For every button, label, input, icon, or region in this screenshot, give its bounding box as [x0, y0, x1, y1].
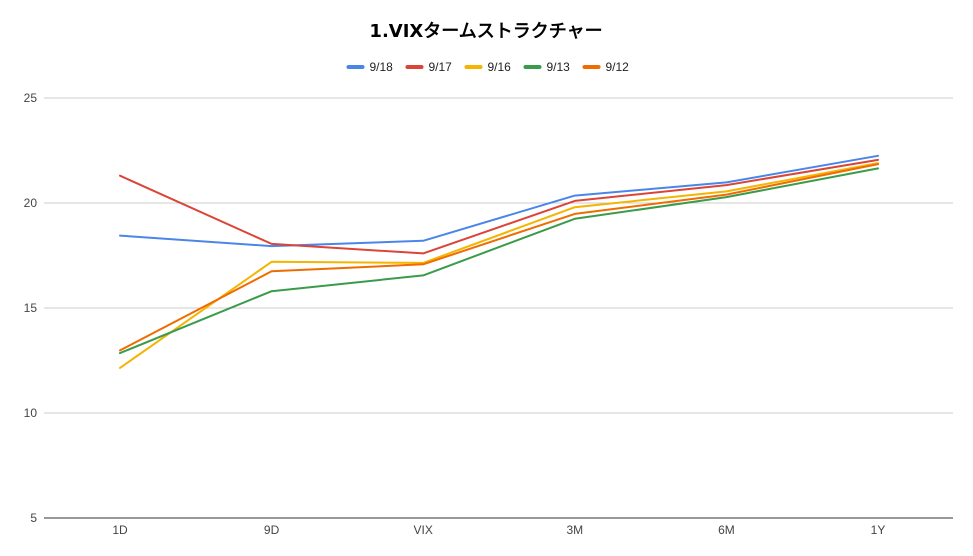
legend: 9/18 9/17 9/16 9/13 9/12	[346, 60, 630, 74]
series-line-9-12	[119, 163, 879, 352]
x-tick-label: 3M	[566, 523, 583, 537]
series-line-9-16	[119, 162, 879, 369]
y-tick-label: 25	[24, 91, 38, 105]
x-axis: 1D 9D VIX 3M 6M 1Y	[112, 523, 885, 537]
gridlines	[44, 97, 953, 519]
legend-label: 9/17	[429, 60, 453, 74]
legend-label: 9/18	[370, 60, 394, 74]
y-tick-label: 10	[24, 406, 38, 420]
x-tick-label: 9D	[264, 523, 280, 537]
y-axis: 5 10 15 20 25	[24, 91, 38, 525]
y-tick-label: 20	[24, 196, 38, 210]
series-line-9-13	[119, 167, 879, 355]
series-line-9-18	[119, 154, 879, 248]
x-tick-label: 6M	[718, 523, 735, 537]
series-lines	[119, 154, 879, 369]
chart-title: 1.VIXタームストラクチャー	[369, 21, 602, 42]
x-tick-label: VIX	[414, 523, 433, 537]
legend-label: 9/12	[606, 60, 630, 74]
y-tick-label: 5	[30, 511, 37, 525]
x-tick-label: 1D	[112, 523, 128, 537]
x-tick-label: 1Y	[871, 523, 886, 537]
legend-label: 9/16	[488, 60, 512, 74]
series-line-9-17	[119, 158, 879, 255]
y-tick-label: 15	[24, 301, 38, 315]
legend-label: 9/13	[547, 60, 571, 74]
